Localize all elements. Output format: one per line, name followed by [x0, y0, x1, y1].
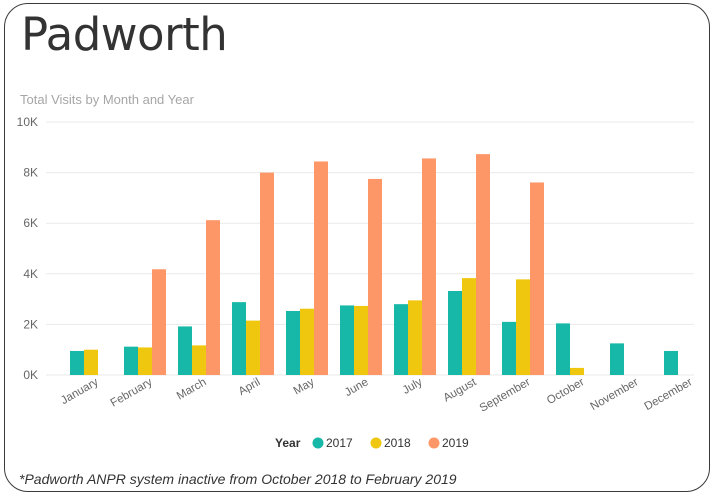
y-tick-label: 2K — [23, 317, 38, 331]
bar-2017-december — [664, 350, 678, 375]
bar-2017-june — [340, 305, 354, 375]
bar-2018-april — [246, 320, 260, 375]
legend-label-2018: 2018 — [384, 436, 411, 450]
bar-2017-october — [556, 323, 570, 375]
bar-2019-march — [206, 220, 220, 375]
bar-2017-april — [232, 302, 246, 375]
bar-2018-july — [408, 300, 422, 375]
x-tick-label: April — [237, 376, 263, 398]
y-tick-label: 4K — [23, 267, 38, 281]
y-tick-label: 6K — [23, 216, 38, 230]
x-tick-label: May — [292, 376, 317, 397]
report-card: Padworth Total Visits by Month and Year … — [4, 3, 710, 492]
bar-2018-march — [192, 345, 206, 375]
bar-2017-february — [124, 346, 138, 375]
legend-marker-2019 — [428, 437, 440, 449]
legend-label-2017: 2017 — [326, 436, 353, 450]
bar-2017-march — [178, 326, 192, 375]
y-tick-label: 0K — [23, 368, 38, 382]
bar-2017-january — [70, 350, 84, 375]
page-title: Padworth — [21, 8, 228, 61]
bar-2019-september — [530, 182, 544, 375]
x-tick-label: September — [478, 376, 533, 415]
bar-2018-may — [300, 308, 314, 375]
legend-marker-2017 — [312, 437, 324, 449]
chart-title: Total Visits by Month and Year — [20, 92, 194, 107]
bar-2018-june — [354, 305, 368, 375]
bar-2017-september — [502, 321, 516, 375]
bar-2018-february — [138, 347, 152, 375]
bar-2019-april — [260, 172, 274, 375]
bar-2019-june — [368, 178, 382, 375]
x-tick-label: December — [643, 376, 695, 413]
footnote: *Padworth ANPR system inactive from Octo… — [19, 471, 457, 487]
bar-2018-october — [570, 367, 584, 375]
x-tick-label: October — [545, 376, 587, 407]
bar-2017-july — [394, 304, 408, 375]
x-tick-label: February — [109, 376, 155, 410]
x-tick-label: March — [175, 376, 209, 402]
x-tick-label: November — [589, 376, 641, 413]
x-tick-label: July — [401, 376, 425, 397]
bar-2019-august — [476, 154, 490, 375]
bar-2017-november — [610, 343, 624, 375]
bar-2017-august — [448, 291, 462, 375]
x-tick-label: June — [343, 376, 371, 399]
y-tick-label: 10K — [17, 115, 38, 129]
x-tick-label: January — [59, 376, 101, 407]
bar-2017-may — [286, 310, 300, 375]
bar-2019-july — [422, 158, 436, 375]
legend-label-2019: 2019 — [442, 436, 469, 450]
bar-2018-august — [462, 278, 476, 375]
bar-2019-may — [314, 161, 328, 375]
legend-marker-2018 — [370, 437, 382, 449]
bar-2018-january — [84, 349, 98, 375]
legend-title: Year — [275, 436, 301, 450]
bar-2018-september — [516, 279, 530, 375]
bar-2019-february — [152, 269, 166, 375]
y-tick-label: 8K — [23, 166, 38, 180]
x-tick-label: August — [441, 376, 479, 405]
